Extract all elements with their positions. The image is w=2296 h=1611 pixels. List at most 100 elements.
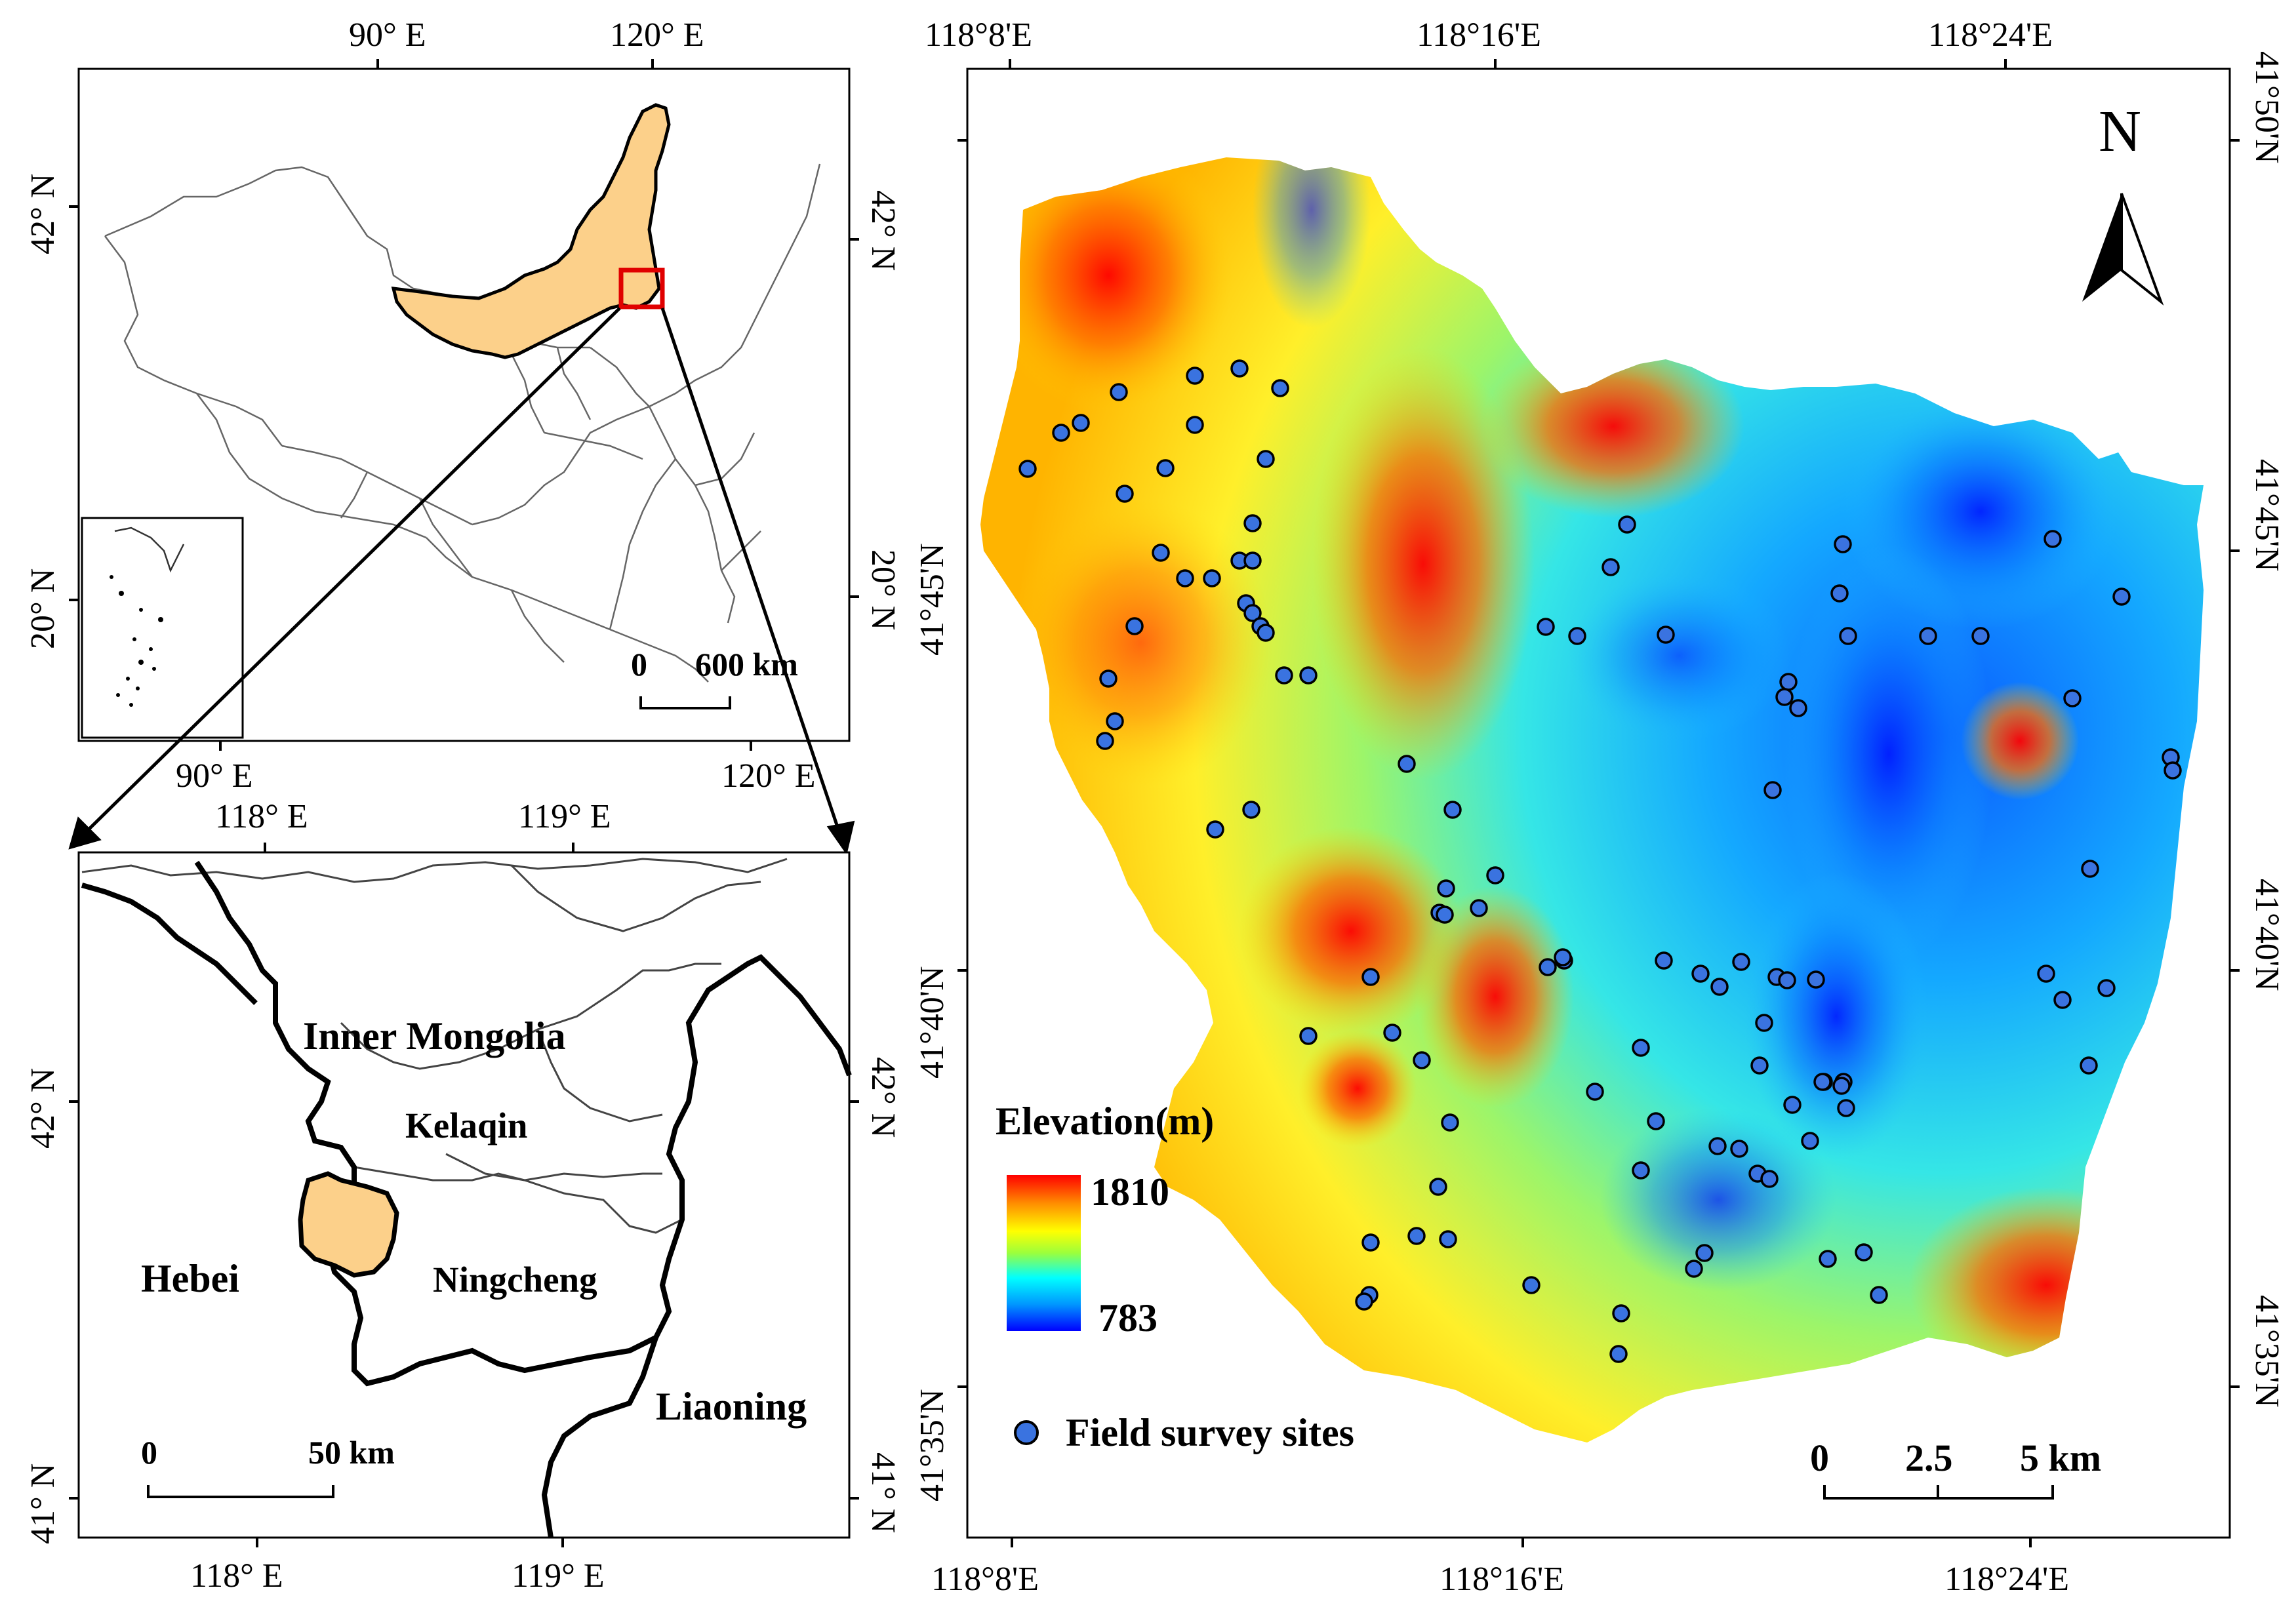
survey-site-marker [1778,971,1796,989]
survey-site-marker [1855,1243,1873,1262]
survey-site-marker [1443,801,1462,819]
china-province-boundaries [104,163,821,683]
china-top-lon-90: 90° E [349,16,426,54]
survey-site-marker [1361,1233,1380,1252]
survey-site-marker [1436,905,1454,924]
field-survey-sites [1018,359,2182,1363]
survey-site-marker [1242,801,1260,819]
survey-site-marker [1052,424,1070,442]
survey-site-marker [1750,1056,1769,1075]
north-arrow-icon [2082,193,2122,302]
survey-site-marker [1186,367,1204,385]
survey-site-marker [2080,1056,2098,1075]
legend-min: 783 [1098,1296,1158,1340]
survey-site-marker [2063,689,2082,707]
legend-max: 1810 [1091,1170,1169,1214]
survey-site-marker [1710,978,1729,996]
inner-mongolia-region [391,103,671,359]
north-arrow [2082,193,2164,306]
region-bottom-lon-119: 119° E [512,1557,605,1595]
survey-site-marker [1539,958,1557,976]
survey-site-marker [2037,965,2055,983]
survey-site-marker [1230,359,1249,378]
survey-site-marker [1186,416,1204,434]
survey-site-marker [1554,948,1572,966]
survey-site-marker [1586,1083,1604,1101]
china-scale-bar [639,696,731,709]
legend-title: Elevation(m) [996,1100,1214,1143]
survey-site-marker [1156,459,1175,477]
survey-site-marker [2097,979,2116,997]
survey-site-marker [1685,1260,1703,1278]
dem-left-lat-45: 41°45'N [914,543,951,656]
survey-site-marker [2164,761,2182,780]
survey-site-marker [1203,569,1221,587]
survey-site-marker [1176,569,1194,587]
survey-site-marker [1830,584,1849,603]
survey-site-marker [1243,604,1262,622]
region-graticule-ticks [69,843,859,1547]
survey-site-marker [1413,1051,1431,1069]
survey-site-marker [1018,460,1037,478]
place-hebei: Hebei [141,1257,239,1300]
survey-site-marker [1072,414,1090,432]
region-scale-bar [147,1485,334,1498]
dem-scale-mid: 2.5 [1905,1437,1953,1479]
survey-site-marker [1437,879,1455,898]
survey-site-marker [1206,820,1224,839]
china-bottom-lon-120: 120° E [721,757,816,795]
survey-site-marker [1775,688,1794,706]
dem-bottom-lon-3: 118°24'E [1944,1561,2069,1598]
dem-top-lon-1: 118°8'E [925,16,1032,54]
survey-site-marker [1522,1276,1541,1294]
regional-context-map [69,843,859,1547]
survey-site-marker [1612,1304,1630,1323]
survey-site-marker [1783,1096,1802,1114]
survey-site-marker [1632,1161,1650,1180]
survey-site-marker [1779,673,1798,691]
survey-site-marker [2053,991,2072,1009]
dem-graticule-ticks [957,59,2240,1547]
china-right-lat-42: 42° N [864,190,902,271]
survey-site-marker [1470,899,1488,917]
survey-site-marker [2081,860,2099,878]
survey-site-marker [1275,666,1293,685]
survey-site-marker [1763,781,1782,799]
region-left-lat-41: 41° N [24,1463,62,1544]
place-liaoning: Liaoning [656,1385,807,1428]
region-scale-zero: 0 [141,1434,157,1471]
survey-site-marker [1755,1014,1773,1032]
zoom-connector-arrows [68,307,855,856]
survey-site-marker [1708,1137,1727,1155]
dem-top-lon-3: 118°24'E [1928,16,2053,54]
region-top-lon-118: 118° E [215,798,308,835]
survey-site-marker [1601,558,1620,576]
survey-site-marker [1647,1112,1665,1130]
survey-site-marker [1657,626,1675,644]
china-scale-end: 600 km [695,646,798,683]
dem-scale-bar [1823,1485,2054,1500]
china-left-lat-20: 20° N [24,568,62,649]
south-china-sea-inset [81,517,244,739]
province-boundaries-bold [81,860,852,1538]
survey-site-marker [1407,1227,1426,1245]
china-overview-map [69,59,859,751]
survey-site-marker [1099,669,1118,688]
survey-site-marker [1618,515,1636,534]
survey-site-marker [1568,627,1586,645]
survey-site-marker [1398,755,1416,773]
study-area-region [298,1171,399,1278]
place-ningcheng: Ningcheng [433,1260,597,1300]
china-graticule-ticks [69,59,859,751]
china-scale-zero: 0 [631,646,647,683]
survey-site-marker [1096,732,1114,750]
survey-site-marker [1632,1039,1650,1057]
survey-site-marker [1655,951,1673,970]
survey-site-marker [1299,1027,1318,1045]
survey-site-marker [1730,1140,1748,1158]
survey-site-marker [1971,627,1990,645]
place-inner-mongolia: Inner Mongolia [303,1014,566,1058]
survey-site-marker [1257,450,1275,468]
survey-site-marker [1243,514,1262,532]
survey-site-legend-icon [1014,1420,1039,1445]
